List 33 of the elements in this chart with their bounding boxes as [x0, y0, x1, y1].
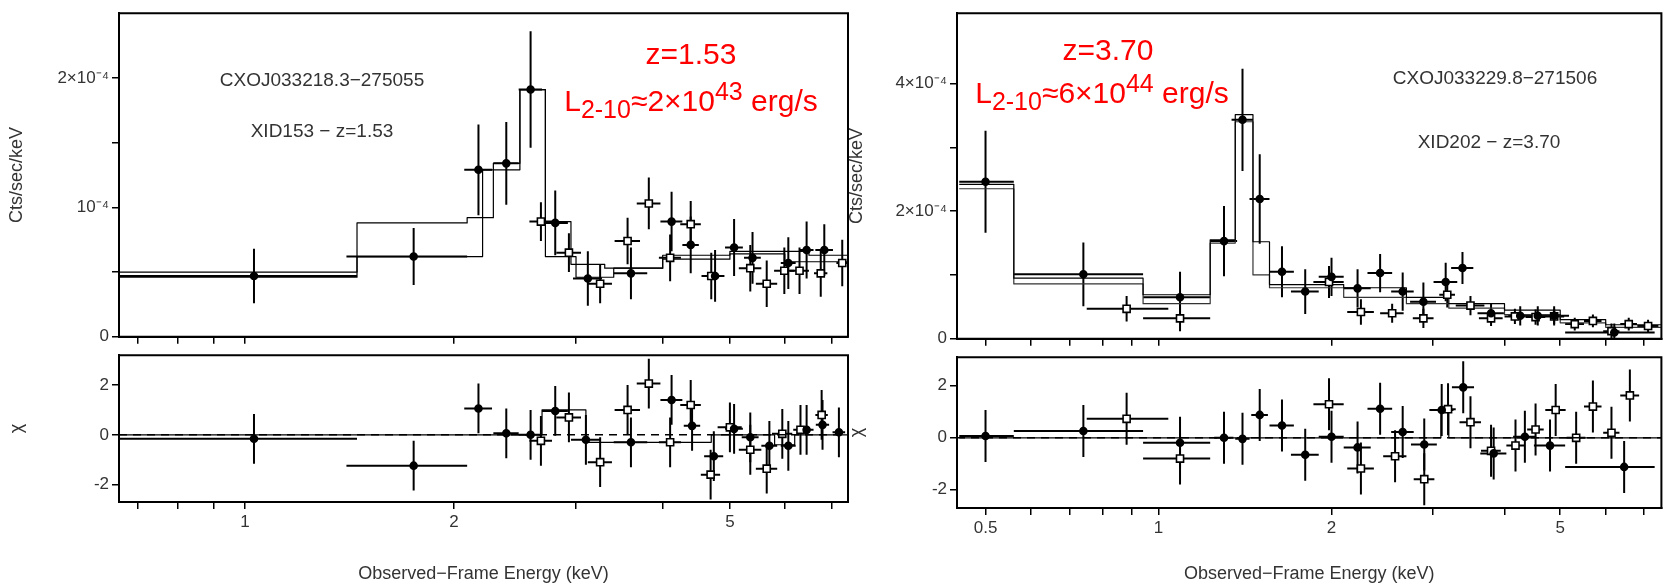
annotation: CXOJ033218.3−275055 — [219, 68, 425, 90]
annotation: CXOJ033229.8−271506 — [1392, 66, 1598, 88]
y-tick-label: 2 — [937, 375, 947, 395]
y-axis-title: Cts/sec/keV — [5, 126, 26, 224]
y-tick-label: 2×10⁻⁴ — [57, 67, 109, 87]
y-axis-title: χ — [5, 423, 26, 434]
annotation: L$_{2-10}$≈6×10$^{44}$ erg/s — [975, 68, 1229, 115]
y-tick-label: 0 — [937, 427, 947, 447]
y-tick-label: 0 — [99, 326, 109, 346]
y-tick-label: 2×10⁻⁴ — [895, 200, 947, 220]
y-tick-label: 0 — [99, 424, 109, 444]
x-tick-label: 1 — [240, 511, 250, 531]
y-axis-title: χ — [845, 427, 866, 438]
x-tick-label: 5 — [1555, 517, 1565, 537]
x-axis-title: Observed−Frame Energy (keV) — [1183, 563, 1435, 584]
x-tick-label: 2 — [1326, 517, 1337, 537]
x-tick-label: 0.5 — [973, 517, 998, 537]
annotation: XID153 − z=1.53 — [250, 119, 394, 141]
y-axis-title: Cts/sec/keV — [845, 127, 866, 225]
y-tick-label: 10⁻⁴ — [76, 197, 109, 217]
y-tick-label: -2 — [931, 479, 947, 499]
x-tick-label: 1 — [1153, 517, 1164, 537]
y-tick-label: -2 — [93, 474, 109, 494]
annotation: XID202 − z=3.70 — [1417, 130, 1561, 152]
y-tick-label: 2 — [99, 374, 109, 394]
annotation: L$_{2-10}$≈2×10$^{43}$ erg/s — [564, 76, 818, 123]
x-tick-label: 5 — [725, 511, 735, 531]
y-tick-label: 4×10⁻⁴ — [895, 73, 947, 93]
annotation: z=1.53 — [645, 37, 737, 70]
x-axis-title: Observed−Frame Energy (keV) — [358, 563, 609, 584]
x-tick-label: 2 — [449, 511, 459, 531]
annotation: z=3.70 — [1062, 33, 1154, 66]
y-tick-label: 0 — [937, 328, 947, 348]
